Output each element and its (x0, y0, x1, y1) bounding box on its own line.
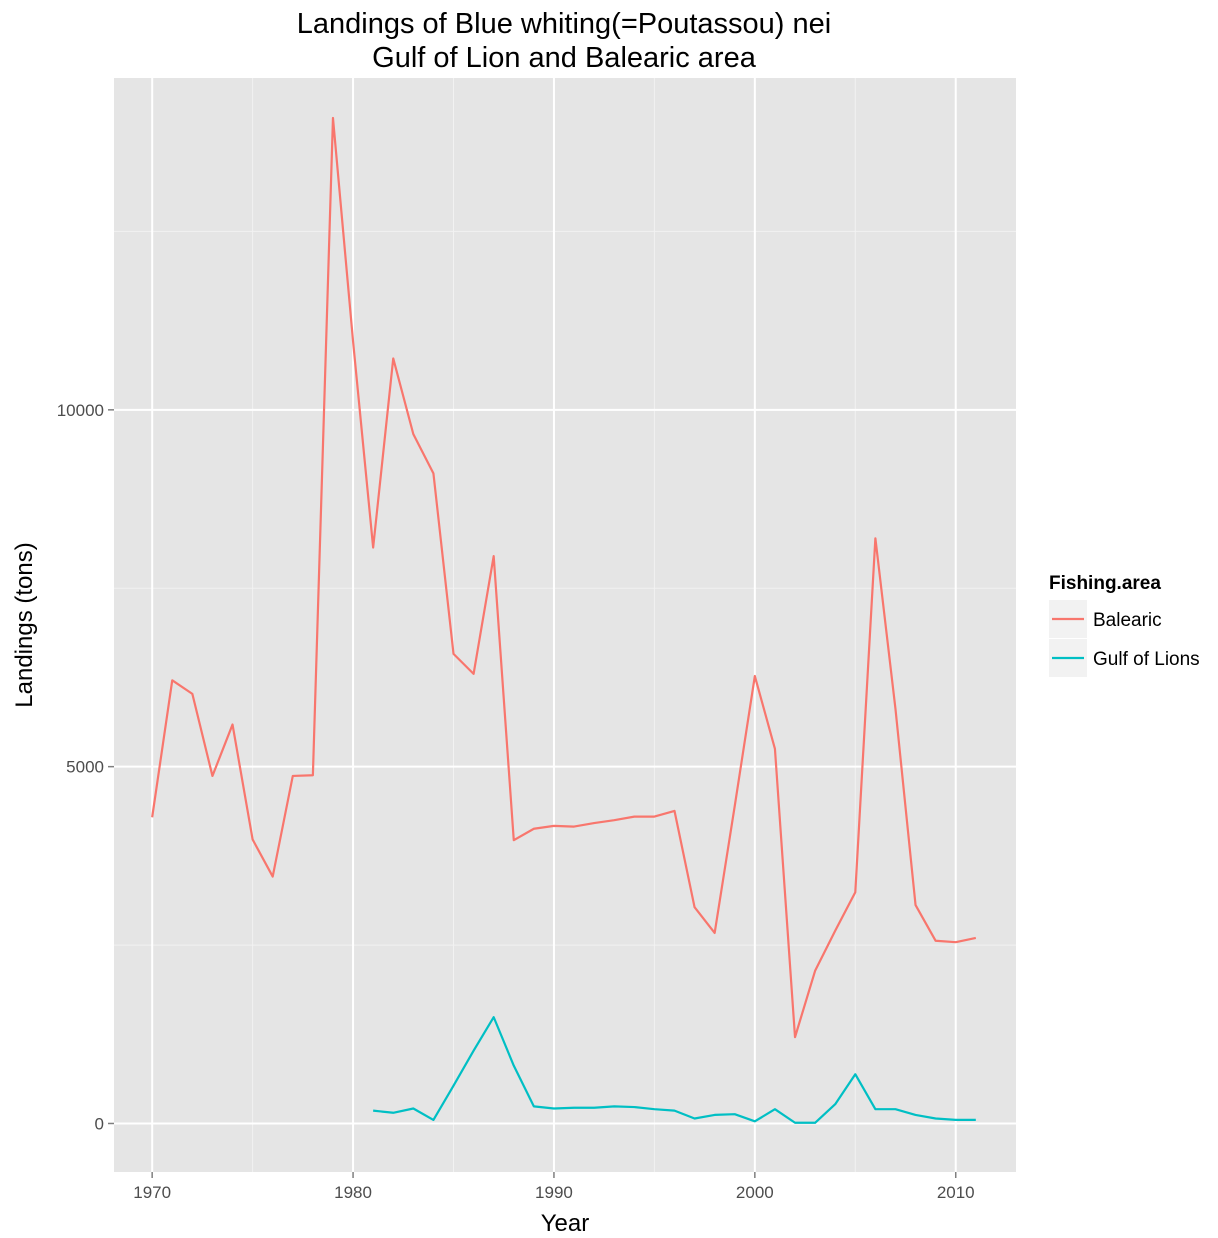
major-gridlines (114, 78, 1016, 1172)
y-axis-ticks: 0 5000 10000 (57, 401, 114, 1133)
legend-label: Balearic (1093, 610, 1162, 631)
legend-title: Fishing.area (1049, 573, 1161, 594)
series-lines (151, 116, 977, 1124)
x-tick-label: 1990 (535, 1183, 573, 1202)
chart-title-line-1: Landings of Blue whiting(=Poutassou) nei (297, 8, 831, 40)
y-tick-label: 0 (95, 1114, 104, 1133)
legend: Fishing.area Balearic Gulf of Lions (1049, 573, 1200, 677)
x-tick-label: 1970 (133, 1183, 171, 1202)
series-line-gulf-of-lions (373, 1016, 976, 1124)
chart-title-line-2: Gulf of Lion and Balearic area (372, 42, 757, 74)
legend-label: Gulf of Lions (1093, 649, 1200, 670)
legend-items: Balearic Gulf of Lions (1049, 600, 1200, 677)
x-axis-ticks: 1970 1980 1990 2000 2010 (133, 1172, 975, 1202)
x-tick-label: 2010 (937, 1183, 975, 1202)
y-axis-title: Landings (tons) (11, 542, 38, 707)
legend-item-balearic: Balearic (1049, 600, 1162, 638)
y-tick-label: 10000 (57, 401, 104, 420)
minor-gridlines (114, 78, 1016, 1172)
x-axis-title: Year (541, 1210, 590, 1237)
legend-item-gulf-of-lions: Gulf of Lions (1049, 639, 1200, 677)
series-line-balearic (151, 116, 977, 1039)
plot-panel (114, 78, 1016, 1172)
x-tick-label: 2000 (736, 1183, 774, 1202)
chart-title: Landings of Blue whiting(=Poutassou) nei… (297, 8, 831, 74)
y-tick-label: 5000 (66, 758, 104, 777)
x-tick-label: 1980 (334, 1183, 372, 1202)
